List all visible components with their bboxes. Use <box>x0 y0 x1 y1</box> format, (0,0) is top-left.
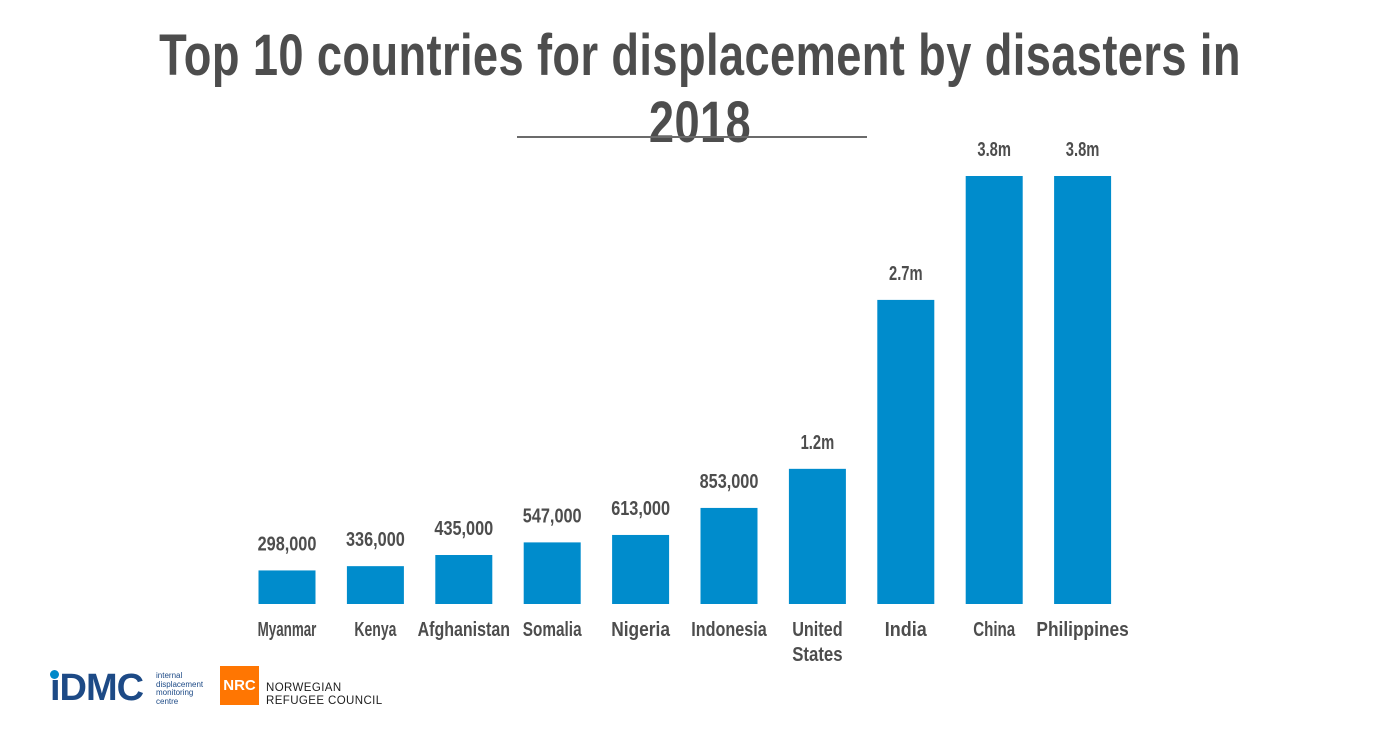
value-label: 2.7m <box>889 263 923 285</box>
category-label: States <box>792 644 842 666</box>
idmc-text-line: centre <box>156 696 179 706</box>
bar-chart: 298,000 Myanmar 336,000 Kenya 435,000 Afghani… <box>258 139 1129 666</box>
category-label: Somalia <box>523 619 582 641</box>
idmc-text-line: monitoring <box>156 688 194 698</box>
value-label: 1.2m <box>801 432 835 454</box>
category-label: United <box>792 619 842 641</box>
value-label: 547,000 <box>523 505 582 527</box>
category-label: Kenya <box>354 619 397 641</box>
idmc-logo-text: internal displacement monitoring centre <box>156 671 226 706</box>
category-label: China <box>973 619 1016 641</box>
title-divider <box>517 136 867 138</box>
nrc-text-line: REFUGEE COUNCIL <box>266 695 383 707</box>
category-label: Indonesia <box>691 619 767 641</box>
bar-philippines <box>1054 176 1112 604</box>
category-label: Philippines <box>1036 619 1128 641</box>
logos-footer: iDMC internal displacement monitoring ce… <box>50 664 450 714</box>
idmc-dot-icon <box>50 670 59 679</box>
bar-kenya <box>346 566 404 604</box>
value-label: 3.8m <box>977 139 1011 161</box>
value-label: 435,000 <box>434 518 493 540</box>
idmc-logo-mark: iDMC <box>50 667 144 709</box>
chart-title: Top 10 countries for displacement by dis… <box>159 23 1241 155</box>
bar-nigeria <box>612 534 670 604</box>
bar-united-states <box>788 468 846 604</box>
nrc-logo-text: NORWEGIAN REFUGEE COUNCIL <box>266 682 383 708</box>
nrc-logo-mark: NRC <box>220 666 259 705</box>
nrc-text-line: NORWEGIAN <box>266 682 342 694</box>
bar-myanmar <box>258 570 316 604</box>
category-label: Myanmar <box>258 619 317 641</box>
value-label: 336,000 <box>346 529 405 551</box>
category-label: Afghanistan <box>418 619 510 641</box>
category-label: India <box>885 619 928 641</box>
value-label: 298,000 <box>258 533 317 555</box>
bar-afghanistan <box>435 555 493 604</box>
bar-china <box>965 176 1023 604</box>
bar-india <box>877 299 935 604</box>
idmc-text-line: displacement <box>156 679 204 689</box>
value-label: 3.8m <box>1066 139 1100 161</box>
bar-indonesia <box>700 507 758 604</box>
idmc-text-line: internal <box>156 671 183 680</box>
bar-somalia <box>523 542 581 604</box>
value-label: 853,000 <box>700 471 759 493</box>
category-label: Nigeria <box>611 619 671 641</box>
value-label: 613,000 <box>611 498 670 520</box>
